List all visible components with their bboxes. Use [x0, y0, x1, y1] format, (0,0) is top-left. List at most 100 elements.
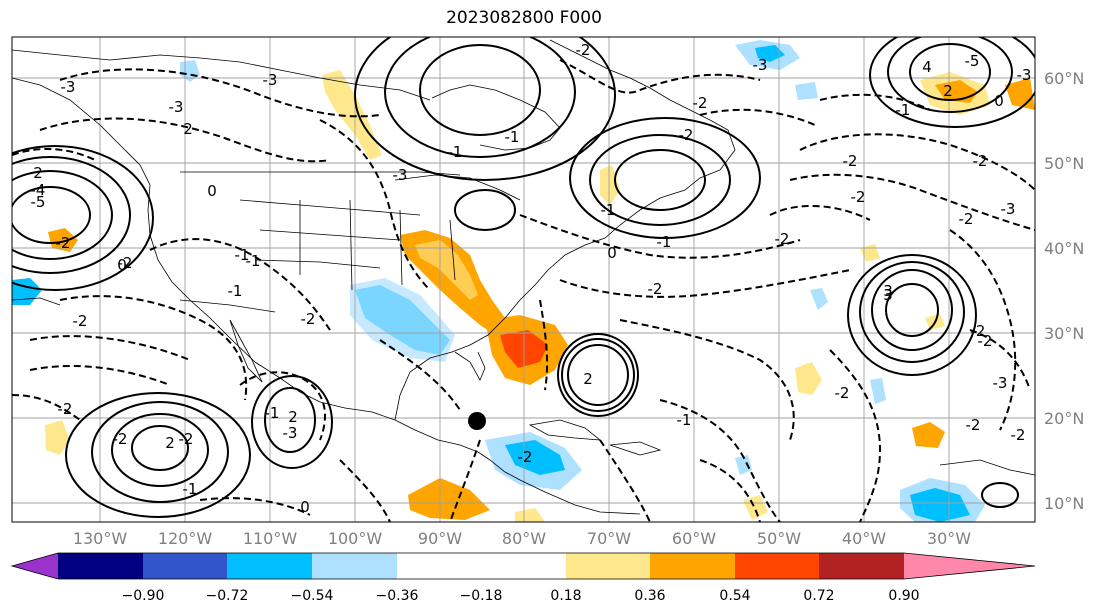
contour-label: -1: [896, 101, 911, 119]
lat-label: 10°N: [1044, 494, 1084, 513]
contour-label: -2: [1011, 426, 1026, 444]
contour-label: -2: [301, 310, 316, 328]
lon-label: 80°W: [502, 529, 546, 548]
contour-label: -2: [56, 234, 71, 252]
colorbar-upper-extend: [904, 553, 1035, 579]
contour-label: -3: [393, 166, 408, 184]
lon-label: 30°W: [927, 529, 971, 548]
contour-label: -3: [169, 98, 184, 116]
contour-label: -2: [851, 188, 866, 206]
lon-label: 130°W: [73, 529, 128, 548]
lat-label: 50°N: [1044, 154, 1084, 173]
contour-label: 2: [183, 120, 193, 138]
dashed-contours: [12, 59, 1035, 522]
contour-label: 2: [583, 370, 593, 388]
contour-label: -3: [61, 78, 76, 96]
contour-labels: -3 2 -3 2 -2 -2 -5 -4 -3 0 -1 -2 -3 -2 -…: [31, 41, 1032, 516]
contour-label: -1: [677, 411, 692, 429]
colorbar-segment: [312, 553, 397, 579]
contour-label: 0: [300, 498, 310, 516]
colorbar-lower-extend: [12, 553, 58, 579]
contour-label: -1: [601, 201, 616, 219]
contour-label: -2: [973, 152, 988, 170]
contour-label: -3: [993, 374, 1008, 392]
colorbar-tick-label: −0.90: [122, 588, 165, 604]
colorbar-tick-label: −0.54: [291, 588, 334, 604]
contour-label: -5: [965, 52, 980, 70]
contour-label: 3: [883, 282, 893, 300]
contour-label: -2: [959, 210, 974, 228]
contour-label: -5: [31, 193, 46, 211]
contour-label: -3: [263, 71, 278, 89]
contour-label: -2: [679, 126, 694, 144]
contour-label: -2: [576, 41, 591, 59]
contour-label: -2: [693, 94, 708, 112]
contour-label: 0: [117, 256, 127, 274]
contour-label: 4: [922, 58, 932, 76]
contour-label: -2: [73, 312, 88, 330]
contour-label: -2: [835, 384, 850, 402]
colorbar-segment: [227, 553, 312, 579]
colorbar-segment: [481, 553, 566, 579]
colorbar-tick-label: −0.36: [376, 588, 419, 604]
lon-label: 120°W: [158, 529, 213, 548]
lat-label: 20°N: [1044, 409, 1084, 428]
contour-label: 2: [33, 164, 43, 182]
contour-label: -1: [657, 233, 672, 251]
colorbar-tick-label: 0.72: [803, 588, 834, 604]
contour-label: -2: [58, 400, 73, 418]
contour-label: -3: [283, 424, 298, 442]
colorbar-tick-label: 0.90: [888, 588, 919, 604]
map-title: 2023082800 F000: [446, 8, 602, 28]
contour-label: -2: [978, 332, 993, 350]
contour-label: -3: [1001, 200, 1016, 218]
contour-label: 0: [607, 244, 617, 262]
contour-label: -2: [648, 280, 663, 298]
lat-label: 60°N: [1044, 69, 1084, 88]
graticule: [12, 37, 1035, 522]
colorbar-segment: [819, 553, 904, 579]
contour-label: -2: [518, 448, 533, 466]
solid-contours: [12, 37, 1035, 518]
lon-label: 110°W: [243, 529, 298, 548]
contour-label: -1: [448, 143, 463, 161]
colorbar: −0.90 −0.72 −0.54 −0.36 −0.18 0.18 0.36 …: [10, 552, 1036, 604]
contour-label: 2: [288, 408, 298, 426]
storm-center-marker: [468, 412, 486, 430]
lon-label: 60°W: [672, 529, 716, 548]
longitude-labels: 130°W 120°W 110°W 100°W 90°W 80°W 70°W 6…: [73, 529, 971, 548]
colorbar-segment: [566, 553, 650, 579]
contour-label: -3: [753, 56, 768, 74]
lon-label: 70°W: [587, 529, 631, 548]
contour-label: 0: [207, 182, 217, 200]
contour-label: -2: [179, 430, 194, 448]
colorbar-segment: [397, 553, 481, 579]
lon-label: 50°W: [757, 529, 801, 548]
colorbar-tick-label: −0.18: [460, 588, 503, 604]
lon-label: 90°W: [418, 529, 462, 548]
contour-label: -2: [775, 230, 790, 248]
colorbar-segment: [650, 553, 735, 579]
contour-label: -2: [971, 322, 986, 340]
contour-label: -2: [118, 254, 133, 272]
colorbar-tick-label: 0.54: [719, 588, 750, 604]
contour-label: -2: [113, 430, 128, 448]
map-frame: [11, 36, 1036, 523]
contour-label: 2: [165, 434, 175, 452]
colorbar-tick-label: 0.36: [634, 588, 665, 604]
contour-label: -2: [843, 152, 858, 170]
colorbar-segment: [58, 553, 143, 579]
lon-label: 100°W: [328, 529, 383, 548]
latitude-labels: 60°N 50°N 40°N 30°N 20°N 10°N: [1044, 69, 1084, 513]
lon-label: 40°W: [842, 529, 886, 548]
lat-label: 30°N: [1044, 324, 1084, 343]
contour-label: -4: [31, 181, 46, 199]
colorbar-tick-label: −0.72: [206, 588, 249, 604]
lat-label: 40°N: [1044, 239, 1084, 258]
contour-label: -1: [228, 282, 243, 300]
colorbar-tick-label: 0.18: [550, 588, 581, 604]
contour-label: -1: [235, 246, 250, 264]
contour-label: -3: [1017, 66, 1032, 84]
colorbar-segment: [143, 553, 227, 579]
